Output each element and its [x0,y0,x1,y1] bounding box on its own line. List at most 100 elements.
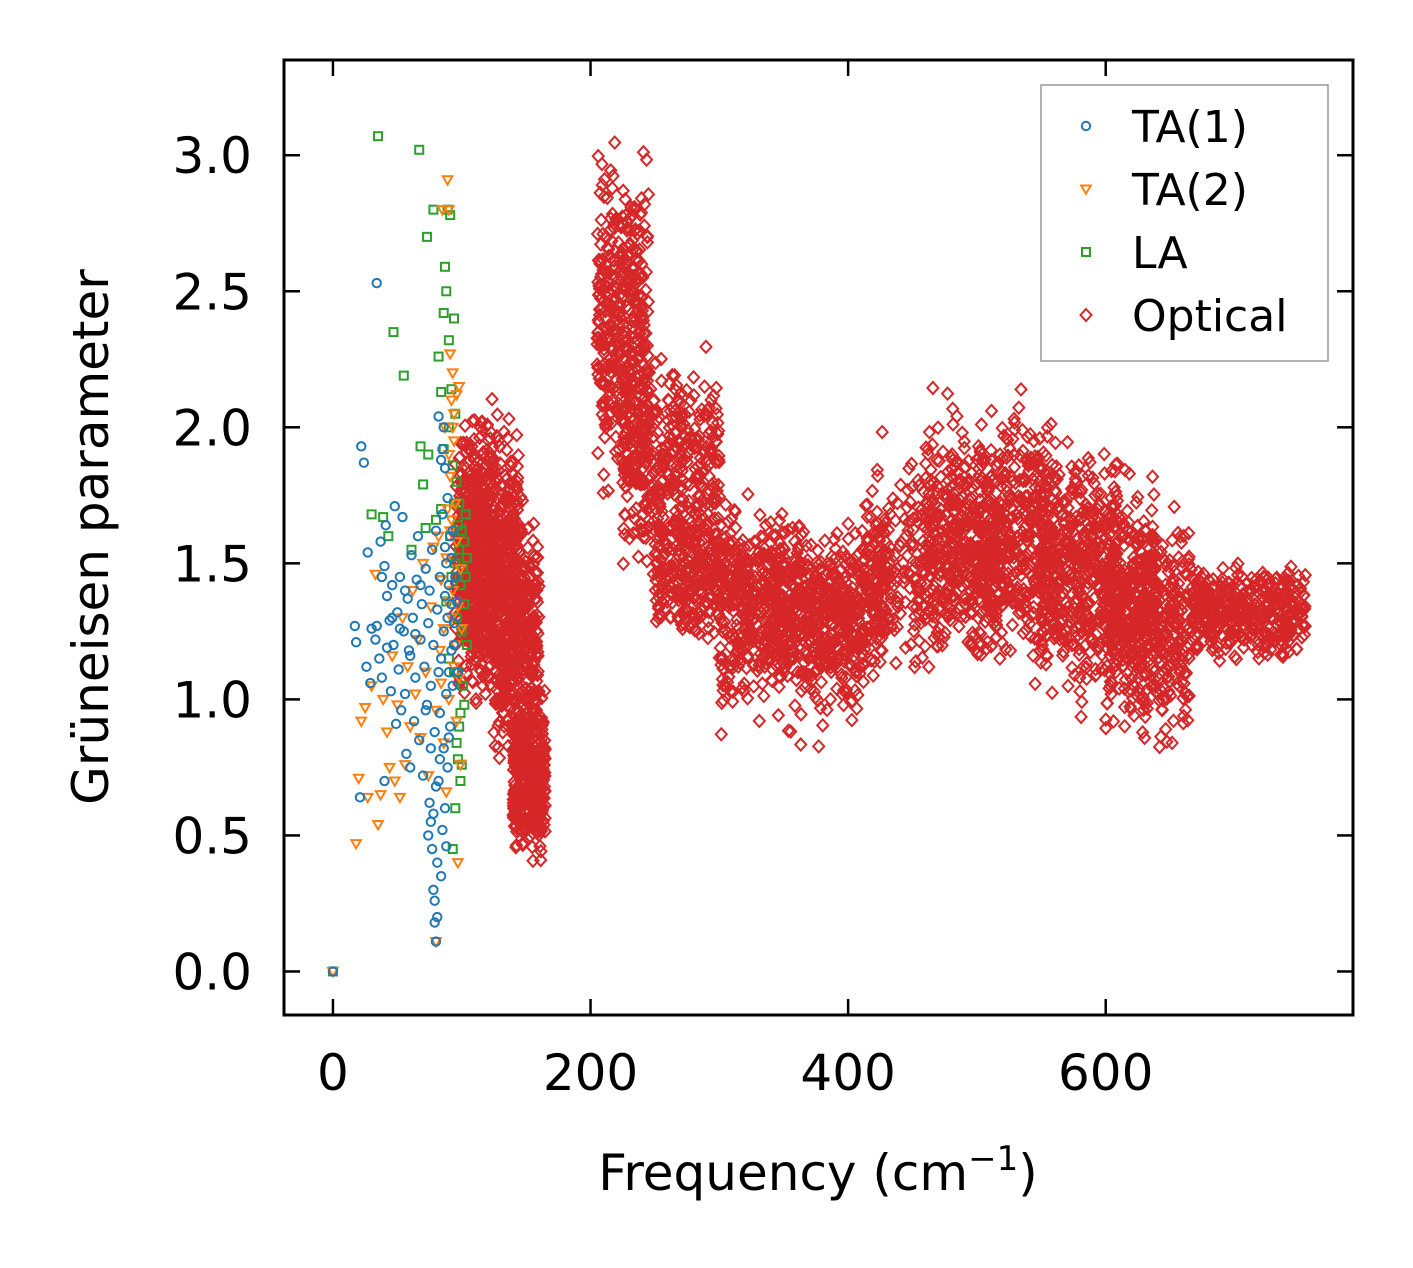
point-optical [675,463,689,479]
point-optical [641,294,656,310]
point-optical [606,252,621,268]
point-optical [620,488,635,504]
point-optical [638,521,653,537]
point-optical [682,404,696,420]
point-optical [720,559,734,575]
data-markers [326,131,1313,979]
point-optical [620,332,635,348]
point-optical [535,721,549,737]
point-optical [618,251,633,267]
point-optical [501,573,516,589]
point-optical [636,325,651,341]
point-optical [517,820,532,835]
point-optical [755,676,770,692]
point-optical [637,399,652,415]
point-optical [530,594,545,610]
point-optical [464,645,479,661]
point-optical [700,517,715,533]
point-optical [617,527,632,543]
point-optical [649,573,663,589]
point-optical [742,553,756,569]
point-optical [526,610,541,626]
point-optical [787,555,802,571]
point-optical [510,563,525,579]
point-optical [495,698,509,714]
point-optical [712,454,726,470]
point-optical [492,646,506,662]
point-optical [803,569,818,584]
point-optical [517,608,532,624]
point-optical [811,630,825,646]
point-optical [534,710,549,726]
point-optical [607,135,622,151]
point-optical [473,496,488,512]
point-optical [811,652,826,668]
point-optical [672,556,687,572]
point-optical [717,541,732,557]
point-optical [507,637,522,653]
point-optical [715,623,730,639]
point-optical [684,615,699,631]
point-optical [715,649,729,665]
point-optical [654,526,669,542]
point-optical [654,351,669,367]
point-optical [525,766,540,782]
point-optical [462,453,477,469]
point-optical [866,668,881,683]
point-optical [848,682,862,698]
point-optical [698,569,713,585]
point-optical [659,536,674,552]
point-optical [596,467,611,483]
point-optical [706,494,721,510]
point-optical [783,616,797,632]
point-optical [481,471,496,487]
point-optical [482,579,496,595]
point-optical [593,236,608,252]
point-optical [476,446,490,462]
point-optical [517,691,531,707]
point-optical [682,587,697,603]
point-optical [591,252,606,268]
point-optical [676,555,691,571]
point-optical [633,380,648,396]
point-optical [640,228,655,244]
point-optical [832,582,847,598]
point-optical [710,553,724,569]
point-optical [741,486,755,502]
point-optical [598,417,613,433]
point-optical [739,553,754,569]
point-optical [639,494,654,510]
point-optical [507,702,522,718]
point-optical [495,517,509,533]
point-optical [864,652,879,668]
point-optical [477,592,492,608]
point-optical [526,516,541,532]
point-optical [719,529,733,545]
point-optical [637,196,652,212]
point-optical [817,533,832,549]
point-optical [709,556,724,572]
point-optical [655,594,670,610]
point-optical [507,755,521,771]
point-optical [714,517,728,533]
point-optical [668,538,683,554]
point-optical [620,456,635,472]
point-optical [507,511,522,527]
point-optical [487,452,502,468]
point-optical [845,637,860,652]
point-optical [785,520,800,536]
point-optical [784,652,799,668]
point-optical [634,190,649,206]
point-optical [605,381,620,397]
point-optical [773,599,788,615]
point-optical [648,355,663,371]
point-optical [453,491,468,507]
point-optical [511,529,526,545]
point-optical [494,561,509,577]
point-optical [837,569,852,585]
point-optical [596,262,610,278]
point-optical [710,593,724,609]
point-optical [595,156,609,172]
point-optical [750,663,765,679]
point-optical [847,559,861,575]
